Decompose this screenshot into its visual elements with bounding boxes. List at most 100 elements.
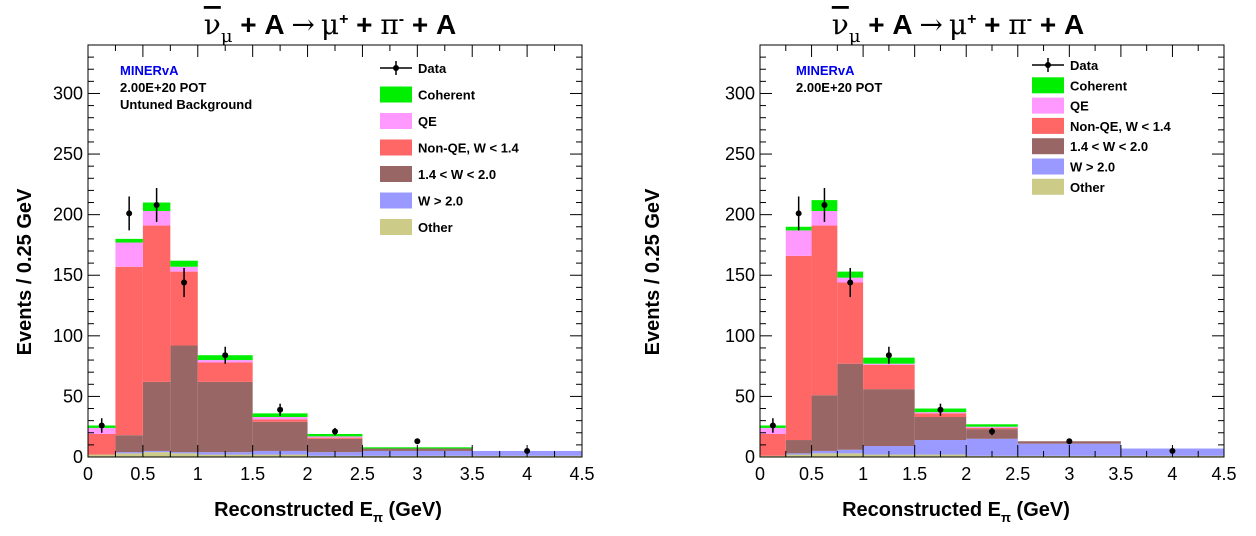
bar-segment [252, 419, 308, 422]
y-tick-label: 300 [53, 83, 83, 103]
bar-segment [142, 381, 171, 451]
bar-segment [785, 230, 812, 256]
bar-segment [785, 255, 812, 441]
bar-segment [307, 438, 363, 453]
title-arrow: → [291, 8, 314, 41]
bar-segment [307, 437, 363, 439]
title-pi: π [380, 8, 398, 41]
legend-label: Non-QE, W < 1.4 [1070, 119, 1172, 134]
data-point [989, 428, 995, 435]
bar-segment [115, 435, 143, 453]
annotation-pot: 2.00E+20 POT [796, 80, 882, 95]
chart-title: νμ + A → μ+ + π- + A [204, 8, 456, 47]
legend-label: Non-QE, W < 1.4 [418, 141, 520, 156]
data-point [222, 352, 229, 359]
x-tick-label: 1.5 [902, 464, 927, 484]
y-tick-label: 100 [53, 326, 83, 346]
title-plus: + [348, 9, 380, 40]
data-point [153, 201, 160, 208]
legend-swatch [1032, 117, 1064, 134]
legend-swatch [380, 219, 412, 235]
x-axis-label: Reconstructed Eπ (GeV) [214, 499, 442, 525]
legend-label: Data [418, 61, 447, 76]
xlabel-main: Reconstructed E [214, 499, 373, 521]
bar-segment [170, 453, 198, 457]
legend-swatch [380, 192, 412, 209]
legend-label: Coherent [1070, 78, 1128, 93]
bar-segment [760, 433, 786, 456]
x-tick-label: 0.5 [799, 464, 824, 484]
y-tick-label: 0 [73, 447, 83, 467]
chart-left: νμ + A → μ+ + π- + A 0 0.5 1 1.5 2 2.5 3 3.5 4 4.5… [14, 8, 595, 525]
title-nu-sub: μ [849, 26, 861, 47]
legend-swatch [380, 113, 412, 129]
bar-segment [966, 424, 1018, 427]
y-tick-label: 100 [725, 326, 755, 346]
plot-area: 0 0.5 1 1.5 2 2.5 3 3.5 4 4.5 0 50 100 150 200 250 300 Da… [53, 44, 595, 484]
xlabel-sub: π [373, 510, 383, 525]
x-tick-label: 2.5 [1005, 464, 1030, 484]
data-point [98, 422, 105, 429]
xlabel-unit: (GeV) [1011, 499, 1070, 521]
bar-segment [760, 455, 786, 457]
x-tick-label: 1.5 [240, 464, 265, 484]
x-tick-label: 0.5 [130, 464, 155, 484]
bar-segment [966, 438, 1018, 456]
annotation-experiment: MINERvA [120, 63, 179, 78]
data-point [821, 201, 828, 208]
data-point [847, 279, 854, 286]
legend-swatch-data-point [1045, 62, 1051, 68]
bar-segment [811, 450, 838, 454]
data-point [885, 352, 892, 359]
title-pi: π [1008, 8, 1026, 41]
y-tick-label: 150 [53, 265, 83, 285]
bar-segment [115, 453, 143, 457]
title-rhs: + A [404, 9, 456, 40]
bar-segment [170, 345, 198, 453]
bar-segment [115, 242, 143, 267]
data-point [1169, 447, 1176, 454]
x-axis-label: Reconstructed Eπ (GeV) [842, 499, 1070, 525]
data-point [414, 438, 421, 445]
legend-label: Data [1070, 58, 1099, 73]
bar-segment [914, 417, 967, 441]
xlabel-sub: π [1001, 510, 1011, 525]
bar-segment [837, 449, 864, 454]
xlabel-main: Reconstructed E [842, 499, 1001, 521]
bar-segment [811, 225, 838, 396]
chart-title: νμ + A → μ+ + π- + A [832, 8, 1084, 47]
data-point [181, 279, 188, 286]
bar-segment [966, 426, 1018, 428]
bar-segment [170, 452, 198, 454]
bar-segment [115, 452, 143, 454]
x-tick-label: 4.5 [1211, 464, 1236, 484]
y-axis-label: Events / 0.25 GeV [14, 188, 36, 355]
x-tick-label: 2.5 [350, 464, 375, 484]
title-nu: ν [832, 8, 849, 41]
bar-segment [863, 364, 915, 390]
legend-swatch [380, 86, 412, 103]
data-point [937, 406, 944, 413]
y-tick-label: 250 [725, 144, 755, 164]
y-tick-label: 50 [735, 386, 755, 406]
title-nu-sub: μ [221, 26, 233, 47]
legend-swatch [1032, 158, 1064, 175]
legend-swatch-data-point [393, 65, 399, 71]
title-mu: μ [949, 8, 967, 41]
bar-segment [197, 362, 253, 382]
bar-segment [88, 454, 116, 457]
x-tick-label: 3 [1064, 464, 1074, 484]
data-point [332, 428, 338, 435]
y-tick-label: 50 [63, 386, 83, 406]
chart-panel-left: νμ + A → μ+ + π- + A 0 0.5 1 1.5 2 2.5 3 3.5 4 4.5… [14, 8, 595, 525]
y-axis-label: Events / 0.25 GeV [642, 188, 664, 355]
title-mu-sup: + [339, 11, 348, 28]
bar-segment [811, 453, 838, 457]
x-tick-label: 4 [1167, 464, 1177, 484]
x-tick-label: 2 [961, 464, 971, 484]
bar-segment [115, 266, 143, 436]
y-tick-label: 0 [745, 447, 755, 467]
annotations: MINERvA 2.00E+20 POT [796, 63, 882, 95]
bar-segment [837, 363, 864, 450]
bar-segment [252, 417, 308, 420]
